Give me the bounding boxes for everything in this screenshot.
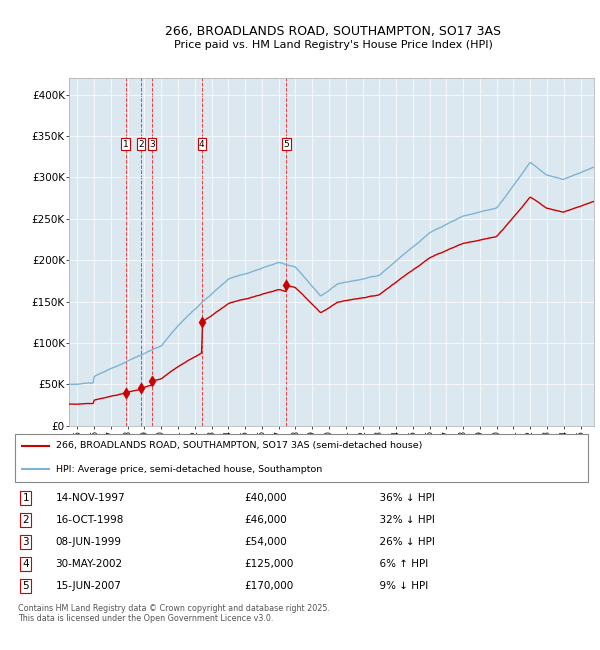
Text: This data is licensed under the Open Government Licence v3.0.: This data is licensed under the Open Gov… [18,614,273,623]
Text: £46,000: £46,000 [245,515,287,525]
Text: HPI: Average price, semi-detached house, Southampton: HPI: Average price, semi-detached house,… [56,465,322,474]
Text: 266, BROADLANDS ROAD, SOUTHAMPTON, SO17 3AS: 266, BROADLANDS ROAD, SOUTHAMPTON, SO17 … [165,25,501,38]
Text: 3: 3 [22,537,29,547]
Text: 1: 1 [122,140,128,149]
Text: 15-JUN-2007: 15-JUN-2007 [56,581,122,591]
Text: 26% ↓ HPI: 26% ↓ HPI [373,537,435,547]
Text: 32% ↓ HPI: 32% ↓ HPI [373,515,435,525]
Text: 16-OCT-1998: 16-OCT-1998 [56,515,124,525]
Text: £125,000: £125,000 [245,559,294,569]
Text: Price paid vs. HM Land Registry's House Price Index (HPI): Price paid vs. HM Land Registry's House … [173,40,493,50]
Text: 2: 2 [138,140,144,149]
Text: 5: 5 [22,581,29,591]
Text: 4: 4 [22,559,29,569]
Text: 1: 1 [22,493,29,503]
Text: Contains HM Land Registry data © Crown copyright and database right 2025.: Contains HM Land Registry data © Crown c… [18,604,330,614]
FancyBboxPatch shape [15,434,588,482]
Text: £54,000: £54,000 [245,537,287,547]
Text: 4: 4 [199,140,205,149]
Text: 36% ↓ HPI: 36% ↓ HPI [373,493,435,503]
Text: 3: 3 [149,140,155,149]
Text: £170,000: £170,000 [245,581,294,591]
Text: 9% ↓ HPI: 9% ↓ HPI [373,581,428,591]
Text: 14-NOV-1997: 14-NOV-1997 [56,493,125,503]
Text: £40,000: £40,000 [245,493,287,503]
Text: 08-JUN-1999: 08-JUN-1999 [56,537,122,547]
Text: 2: 2 [22,515,29,525]
Text: 30-MAY-2002: 30-MAY-2002 [56,559,123,569]
Text: 266, BROADLANDS ROAD, SOUTHAMPTON, SO17 3AS (semi-detached house): 266, BROADLANDS ROAD, SOUTHAMPTON, SO17 … [56,441,422,450]
Text: 5: 5 [284,140,289,149]
Text: 6% ↑ HPI: 6% ↑ HPI [373,559,428,569]
